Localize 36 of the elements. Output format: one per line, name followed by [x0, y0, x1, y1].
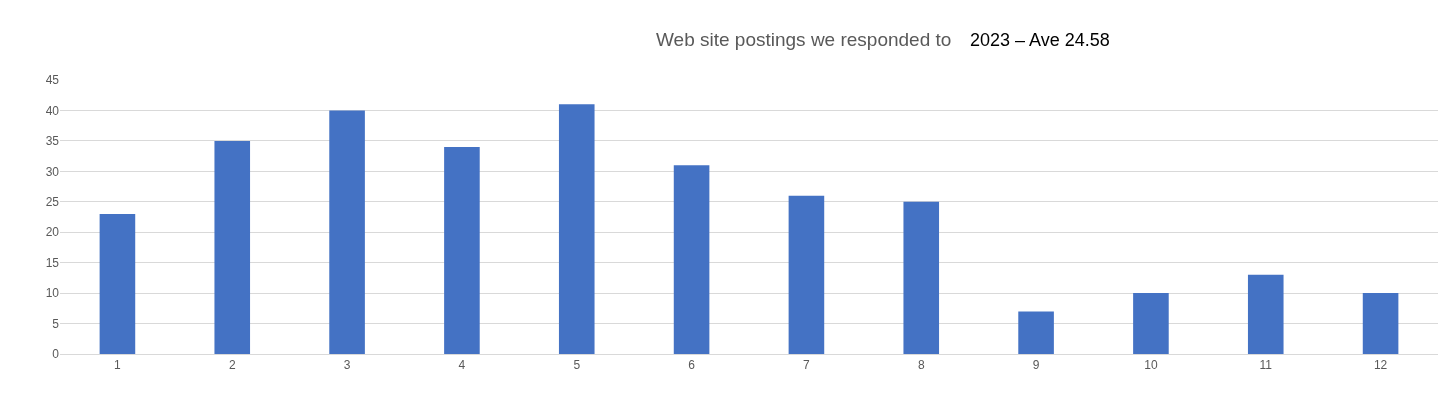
x-tick-label: 8: [917, 358, 925, 373]
y-tick-label: 0: [52, 347, 60, 362]
bar: [788, 195, 825, 354]
bar: [214, 140, 251, 354]
chart-subtitle: 2023 – Ave 24.58: [970, 30, 1110, 50]
bar: [1133, 293, 1169, 354]
x-tick-label: 10: [1144, 358, 1158, 373]
y-tick-label: 35: [45, 134, 60, 149]
y-tick-label: 30: [45, 164, 60, 179]
bar: [1247, 274, 1284, 354]
x-tick-label: 9: [1032, 358, 1040, 373]
bar: [558, 104, 595, 354]
bar: [903, 201, 940, 354]
bar: [1362, 293, 1399, 354]
bar: [1018, 311, 1054, 354]
x-tick-label: 5: [573, 358, 581, 373]
x-tick-label: 2: [228, 358, 236, 373]
x-tick-label: 4: [458, 358, 466, 373]
y-tick-label: 40: [45, 103, 60, 118]
x-tick-label: 11: [1259, 358, 1273, 373]
x-tick-label: 3: [343, 358, 351, 373]
bar: [329, 110, 365, 354]
y-tick-label: 10: [45, 286, 60, 301]
bar: [444, 146, 480, 354]
bar: [673, 165, 710, 354]
y-tick-label: 20: [45, 225, 60, 240]
y-tick-label: 25: [45, 194, 60, 209]
x-tick-label: 12: [1373, 358, 1388, 373]
bar: [99, 213, 136, 354]
x-tick-label: 1: [114, 358, 122, 373]
y-tick-label: 5: [52, 316, 60, 331]
y-tick-label: 15: [45, 255, 60, 270]
y-tick-label: 45: [45, 73, 60, 88]
x-tick-label: 6: [688, 358, 696, 373]
chart-title: Web site postings we responded to: [656, 29, 952, 50]
x-tick-label: 7: [803, 358, 811, 373]
